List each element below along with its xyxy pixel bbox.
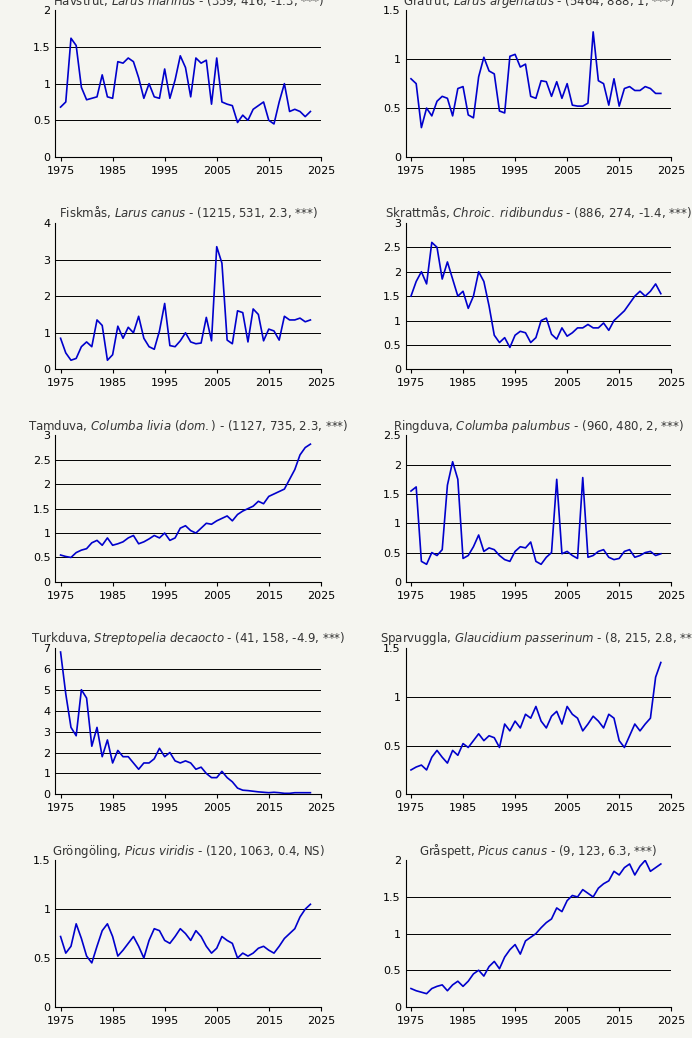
Title: Gråspett, $\it{Picus\ canus}$ - (9, 123, 6.3, ***): Gråspett, $\it{Picus\ canus}$ - (9, 123,…	[419, 842, 657, 859]
Title: Ringduva, $\it{Columba\ palumbus}$ - (960, 480, 2, ***): Ringduva, $\it{Columba\ palumbus}$ - (96…	[393, 417, 684, 435]
Title: Turkduva, $\it{Streptopelia\ decaocto}$ - (41, 158, -4.9, ***): Turkduva, $\it{Streptopelia\ decaocto}$ …	[31, 630, 345, 648]
Title: Havstrut, $\it{Larus\ marinus}$ - (359, 416, -1.3, ***): Havstrut, $\it{Larus\ marinus}$ - (359, …	[53, 0, 324, 8]
Title: Skrattmås, $\it{Chroic.\ ridibundus}$ - (886, 274, -1.4, ***): Skrattmås, $\it{Chroic.\ ridibundus}$ - …	[385, 204, 692, 220]
Title: Gråtrut, $\it{Larus\ argentatus}$ - (5464, 888, 1, ***): Gråtrut, $\it{Larus\ argentatus}$ - (546…	[403, 0, 675, 9]
Title: Gröngöling, $\it{Picus\ viridis}$ - (120, 1063, 0.4, NS): Gröngöling, $\it{Picus\ viridis}$ - (120…	[52, 843, 325, 859]
Title: Tamduva, $\it{Columba\ livia\ (dom.)}$ - (1127, 735, 2.3, ***): Tamduva, $\it{Columba\ livia\ (dom.)}$ -…	[28, 417, 348, 433]
Title: Fiskmås, $\it{Larus\ canus}$ - (1215, 531, 2.3, ***): Fiskmås, $\it{Larus\ canus}$ - (1215, 53…	[59, 204, 318, 220]
Title: Sparvuggla, $\it{Glaucidium\ passerinum}$ - (8, 215, 2.8, **): Sparvuggla, $\it{Glaucidium\ passerinum}…	[380, 630, 692, 648]
